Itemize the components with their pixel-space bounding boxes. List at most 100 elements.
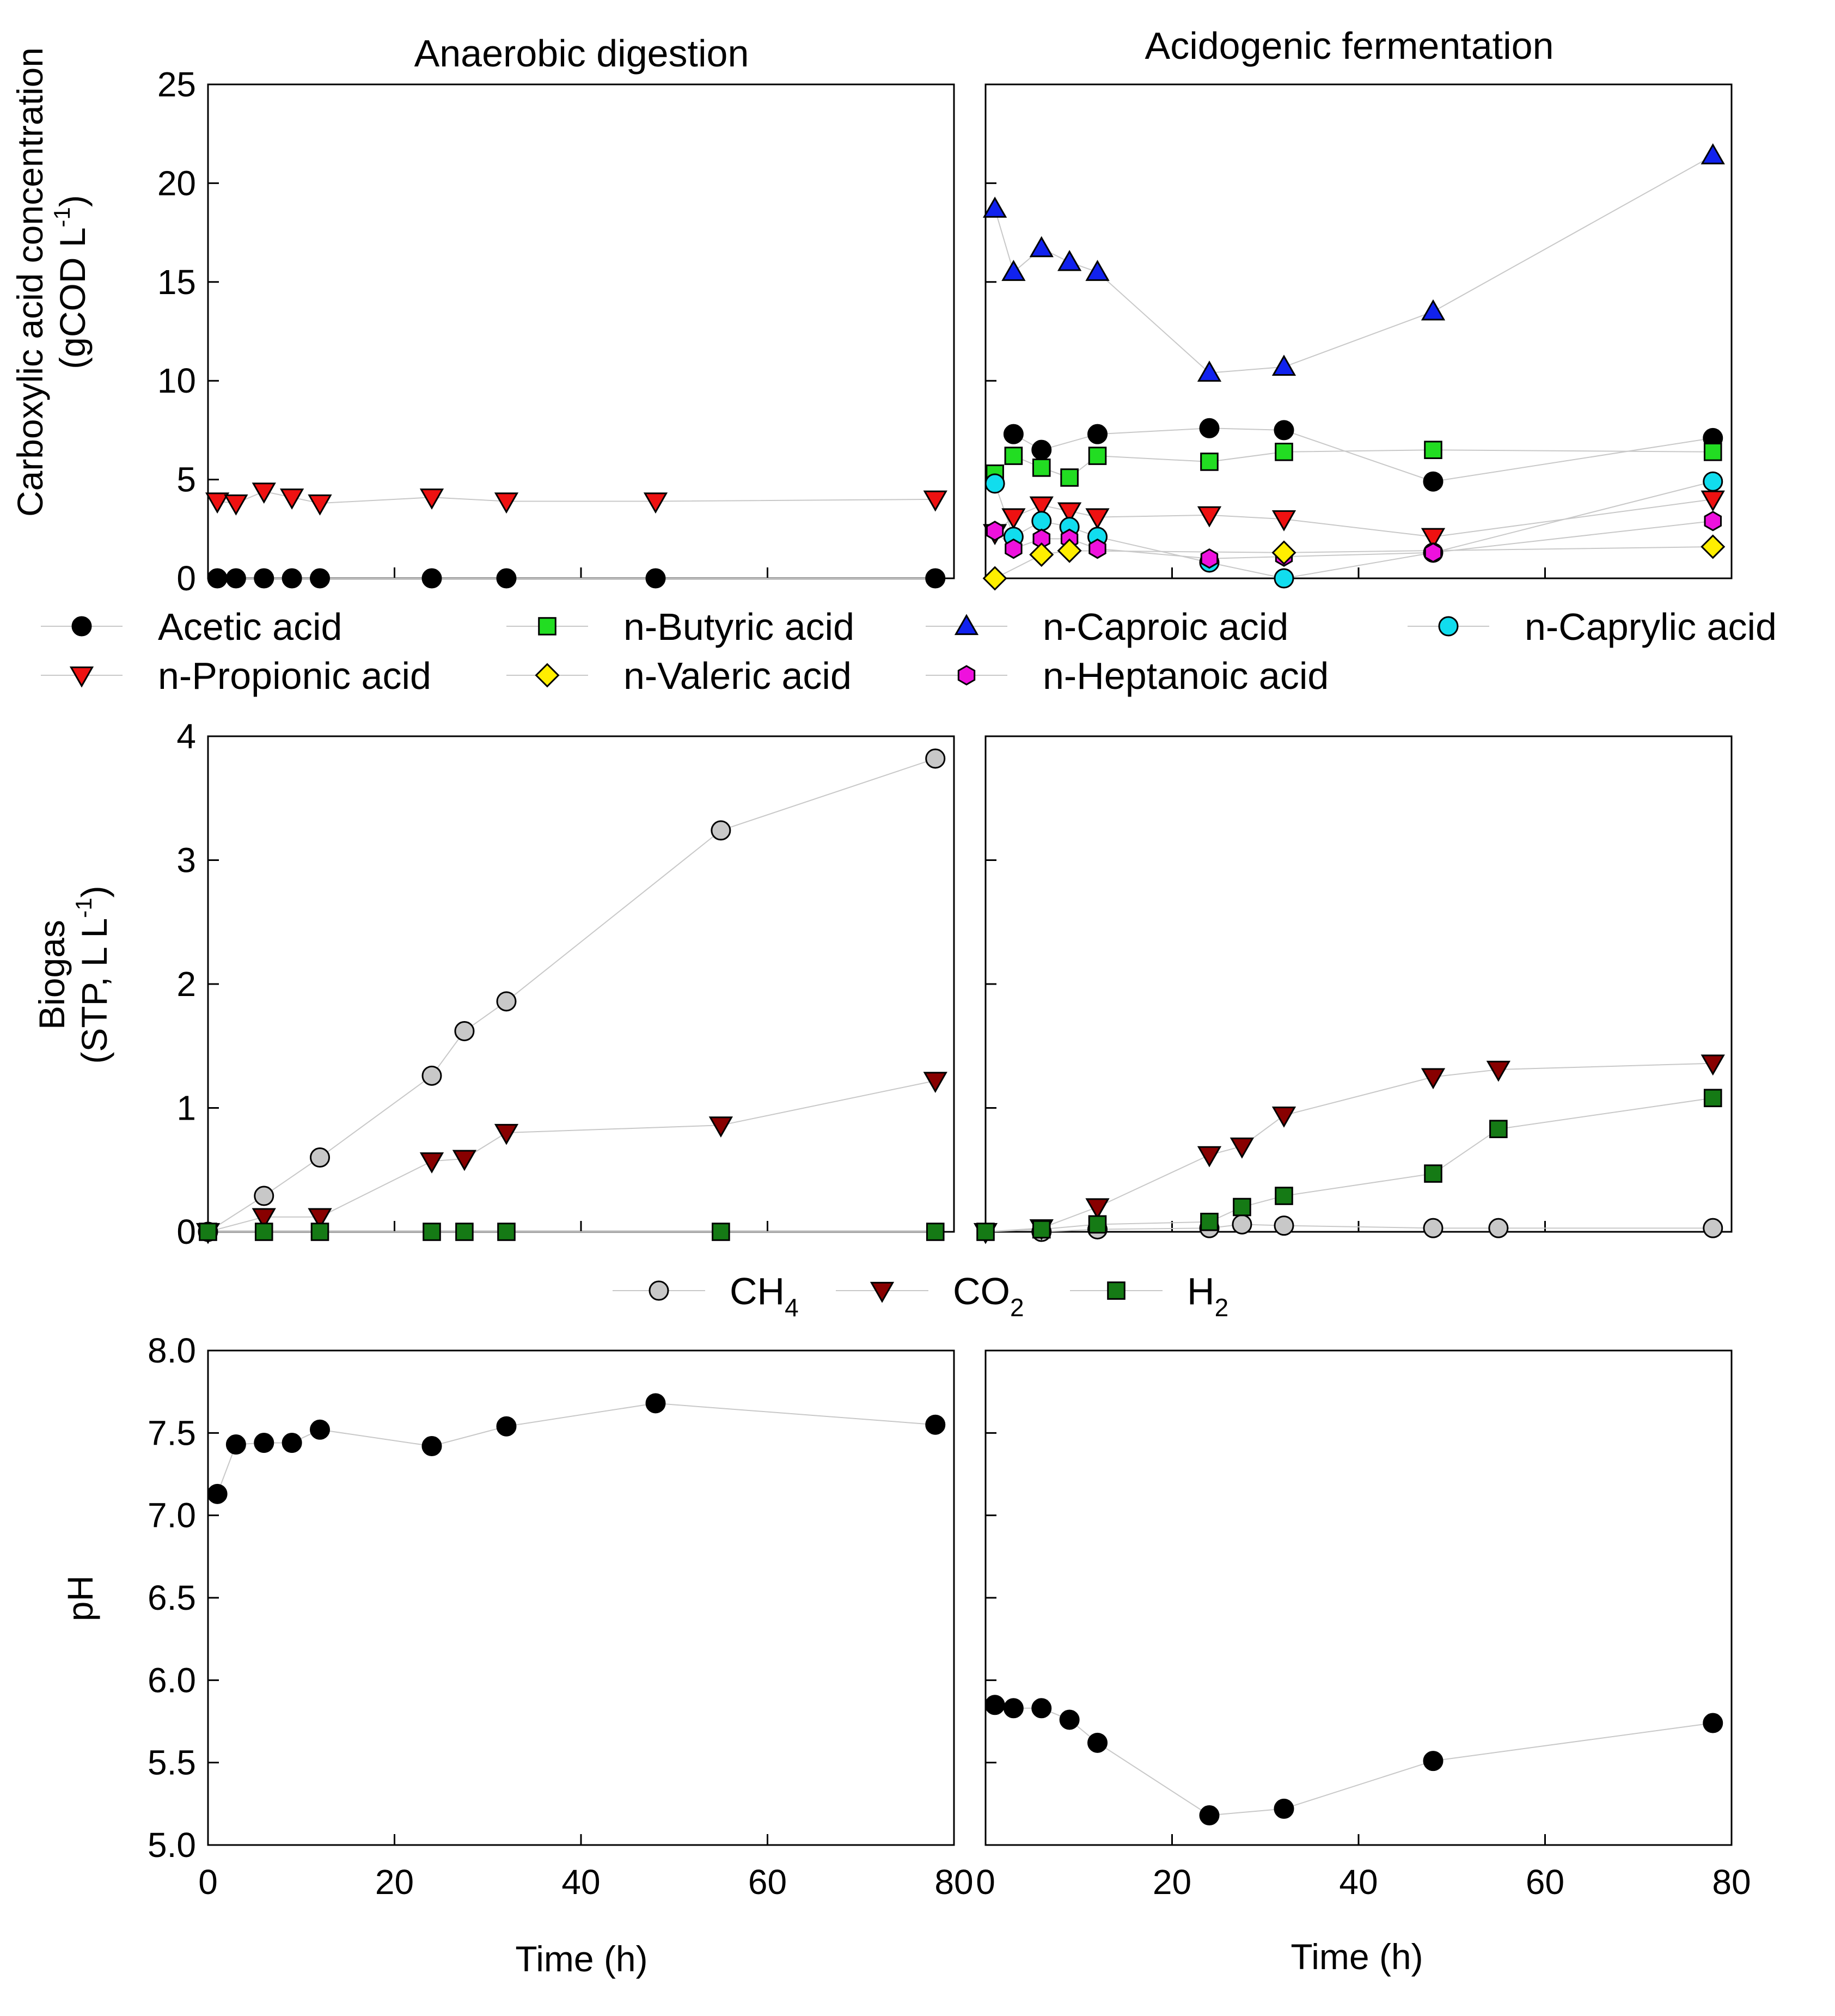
point-ph (1087, 1732, 1108, 1753)
legend-label-sub: 4 (785, 1293, 799, 1322)
point-ch4 (711, 820, 731, 841)
point-propionic (923, 490, 947, 512)
point-caprylic (1274, 568, 1294, 589)
point-ch4 (1274, 1215, 1294, 1236)
legend-label: n-Valeric acid (623, 655, 852, 697)
x-tick-label: 80 (934, 1862, 973, 1902)
x-tick-label: 60 (748, 1862, 787, 1902)
legend-item: n-Propionic acid (41, 655, 431, 697)
legend-label: n-Heptanoic acid (1043, 655, 1329, 697)
point-valeric (1701, 534, 1726, 559)
point-butyric (1060, 468, 1079, 487)
legend-label: Acetic acid (158, 606, 342, 648)
point-valeric (1029, 542, 1054, 567)
point-h2 (1200, 1213, 1219, 1231)
point-h2 (976, 1223, 995, 1241)
point-caprylic (1703, 471, 1723, 492)
y-tick-label: 5.0 (148, 1825, 196, 1865)
point-acetic (421, 568, 442, 589)
y-tick-label: 25 (157, 65, 196, 104)
point-acetic (1003, 424, 1024, 444)
y-tick-label: 6.0 (148, 1660, 196, 1700)
point-propionic (1057, 502, 1082, 524)
point-co2 (452, 1150, 477, 1171)
point-butyric (1275, 443, 1293, 461)
point-ph (1059, 1709, 1080, 1730)
legend-marker-acetic (71, 616, 92, 637)
point-ph (310, 1419, 330, 1440)
point-acetic (254, 568, 274, 589)
y-tick-label: 0 (176, 559, 196, 598)
y-tick-label: 5.5 (148, 1743, 196, 1782)
legend-label: n-Caprylic acid (1525, 606, 1777, 648)
point-acetic (310, 568, 330, 589)
point-h2 (423, 1223, 441, 1241)
y-tick-label: 4 (176, 717, 196, 756)
legend-item: Acetic acid (41, 606, 342, 648)
point-propionic (224, 494, 248, 516)
point-butyric (1200, 453, 1219, 471)
x-tick-label: 40 (1339, 1862, 1378, 1902)
series-line-ph (217, 1402, 935, 1494)
gas-ylabel-sup: -1 (71, 897, 96, 918)
panel-ph_af: 0 20 40 60 80 (976, 1349, 1751, 1902)
legend-marker-caproic (954, 614, 979, 636)
point-h2 (1032, 1220, 1051, 1239)
point-ch4 (1232, 1214, 1252, 1235)
point-propionic (1001, 508, 1026, 530)
point-heptanoic (986, 521, 1004, 541)
point-ph (645, 1393, 666, 1414)
series-line-ch4 (207, 758, 936, 1232)
x-tick-label: 40 (561, 1862, 600, 1902)
acid-ylabel-close: ) (52, 195, 93, 207)
point-ph (984, 1695, 1005, 1715)
acid-ylabel-unit: (gCOD L (52, 227, 93, 369)
legend-label-sub: 2 (1010, 1293, 1024, 1322)
point-valeric (982, 566, 1007, 591)
point-ph (282, 1432, 302, 1453)
point-caproic (982, 196, 1007, 218)
point-acetic (1087, 424, 1108, 444)
legend-label-main: CH (730, 1270, 785, 1312)
point-acetic (225, 568, 246, 589)
point-ph (1199, 1805, 1220, 1826)
point-butyric (1004, 447, 1023, 465)
legend-label-main: CO (953, 1270, 1010, 1312)
xlabel-left: Time (h) (515, 1939, 647, 1979)
point-propionic (308, 494, 332, 516)
point-co2 (1230, 1137, 1255, 1159)
point-caproic (1085, 260, 1110, 281)
point-caprylic (984, 473, 1005, 494)
y-tick-label: 7.5 (148, 1413, 196, 1452)
point-co2 (1197, 1146, 1222, 1168)
legend-item: n-Butyric acid (506, 606, 854, 648)
point-acetic (925, 568, 946, 589)
point-ch4 (925, 748, 946, 769)
series-line-caproic (994, 155, 1714, 374)
gas-ylabel-unit: (STP, L L (74, 918, 114, 1064)
x-tick-label: 20 (375, 1862, 414, 1902)
point-caprylic (1031, 511, 1052, 532)
series-line-co2 (207, 1080, 936, 1232)
point-butyric (1088, 447, 1107, 465)
point-propionic (279, 488, 304, 510)
point-heptanoic (1200, 548, 1219, 569)
point-caproic (1701, 143, 1725, 164)
point-propionic (1085, 508, 1110, 530)
legend-label: n-Butyric acid (623, 606, 854, 648)
x-tick-label: 60 (1526, 1862, 1564, 1902)
point-co2 (1271, 1106, 1296, 1128)
point-co2 (1486, 1060, 1511, 1082)
point-ch4 (1488, 1218, 1509, 1238)
point-ph (496, 1416, 517, 1437)
title-anaerobic-digestion: Anaerobic digestion (414, 32, 749, 75)
point-heptanoic (1088, 538, 1106, 559)
panel-biogas_af (973, 735, 1733, 1244)
point-co2 (923, 1072, 947, 1093)
panel-acids_af (982, 83, 1733, 591)
legend-item: n-Valeric acid (506, 655, 852, 697)
series-line-ph (994, 1704, 1713, 1816)
legend-label: n-Caproic acid (1043, 606, 1288, 648)
point-acetic (207, 568, 228, 589)
